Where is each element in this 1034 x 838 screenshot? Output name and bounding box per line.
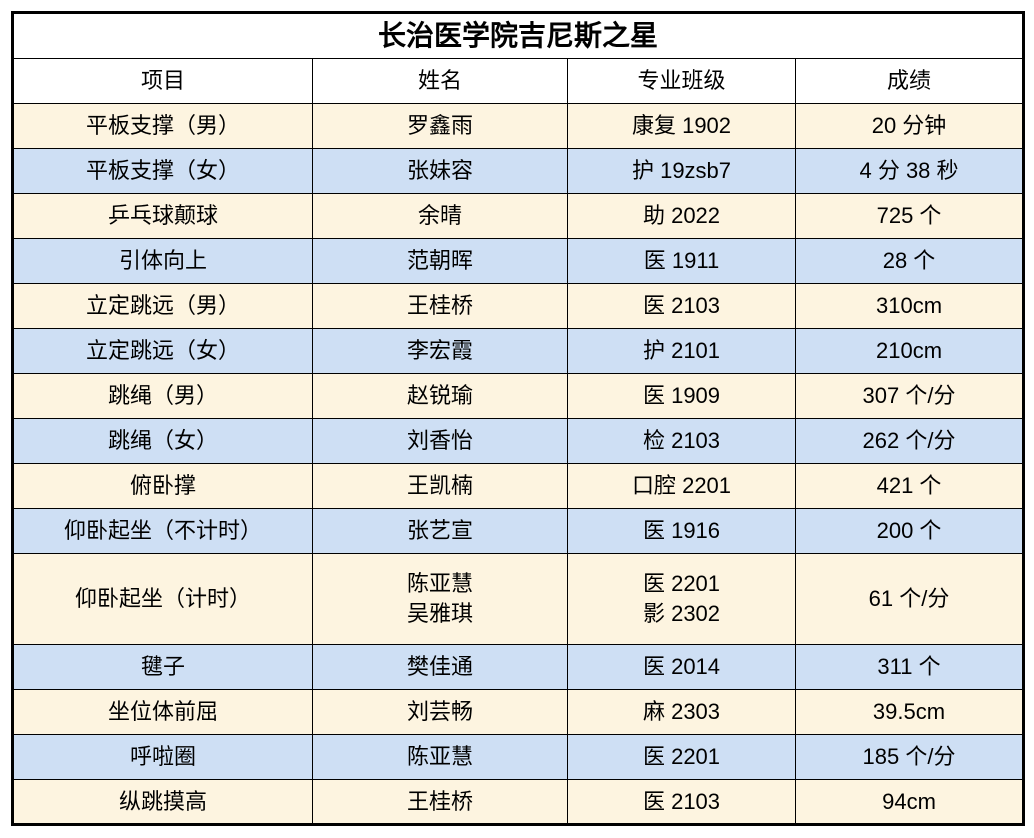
cell-score: 28 个 [794,238,1025,284]
cell-name: 王桂桥 [312,283,568,329]
cell-item: 立定跳远（女） [12,328,313,374]
cell-class: 医 1909 [567,373,796,419]
table-row: 仰卧起坐（不计时） 张艺宣 医 1916 200 个 [12,508,1025,554]
header-item: 项目 [12,58,313,104]
cell-class: 医 1916 [567,508,796,554]
cell-item: 坐位体前屈 [12,689,313,735]
table-row: 仰卧起坐（计时） 陈亚慧 吴雅琪 医 2201 影 2302 61 个/分 [12,553,1025,645]
cell-class: 检 2103 [567,418,796,464]
cell-item: 毽子 [12,644,313,690]
cell-name: 张艺宣 [312,508,568,554]
table-row: 平板支撑（男） 罗鑫雨 康复 1902 20 分钟 [12,103,1025,149]
guinness-star-table: 长治医学院吉尼斯之星 项目 姓名 专业班级 成绩 平板支撑（男） 罗鑫雨 康复 … [11,11,1026,826]
cell-name: 赵锐瑜 [312,373,568,419]
table-row: 立定跳远（女） 李宏霞 护 2101 210cm [12,328,1025,374]
cell-score: 4 分 38 秒 [794,148,1025,194]
cell-item: 平板支撑（男） [12,103,313,149]
cell-name: 余晴 [312,193,568,239]
cell-item: 乒乓球颠球 [12,193,313,239]
cell-score: 39.5cm [794,689,1025,735]
cell-class: 医 2014 [567,644,796,690]
cell-class: 医 1911 [567,238,796,284]
cell-class: 护 19zsb7 [567,148,796,194]
cell-item: 平板支撑（女） [12,148,313,194]
cell-score: 200 个 [794,508,1025,554]
cell-class: 康复 1902 [567,103,796,149]
cell-name: 樊佳通 [312,644,568,690]
cell-score: 421 个 [794,463,1025,509]
cell-item: 纵跳摸高 [12,779,313,825]
cell-name: 王桂桥 [312,779,568,825]
cell-score: 262 个/分 [794,418,1025,464]
cell-score: 210cm [794,328,1025,374]
cell-item: 仰卧起坐（不计时） [12,508,313,554]
table-row: 跳绳（男） 赵锐瑜 医 1909 307 个/分 [12,373,1025,419]
table-title-row: 长治医学院吉尼斯之星 [11,12,1025,59]
cell-class: 医 2103 [567,283,796,329]
cell-item: 立定跳远（男） [12,283,313,329]
cell-item: 跳绳（男） [12,373,313,419]
cell-class: 医 2201 影 2302 [567,553,796,645]
cell-score: 61 个/分 [794,553,1025,645]
cell-score: 307 个/分 [794,373,1025,419]
table-row: 纵跳摸高 王桂桥 医 2103 94cm [12,779,1025,825]
cell-score: 20 分钟 [794,103,1025,149]
cell-score: 725 个 [794,193,1025,239]
cell-item: 跳绳（女） [12,418,313,464]
cell-name: 李宏霞 [312,328,568,374]
cell-name: 王凯楠 [312,463,568,509]
cell-score: 185 个/分 [794,734,1025,780]
table-row: 俯卧撑 王凯楠 口腔 2201 421 个 [12,463,1025,509]
cell-item: 引体向上 [12,238,313,284]
cell-item: 俯卧撑 [12,463,313,509]
table-row: 平板支撑（女） 张妹容 护 19zsb7 4 分 38 秒 [12,148,1025,194]
cell-name: 刘香怡 [312,418,568,464]
header-name: 姓名 [312,58,568,104]
cell-score: 311 个 [794,644,1025,690]
cell-class: 医 2103 [567,779,796,825]
cell-name: 范朝晖 [312,238,568,284]
table-title: 长治医学院吉尼斯之星 [11,12,1025,59]
table-row: 坐位体前屈 刘芸畅 麻 2303 39.5cm [12,689,1025,735]
cell-name: 陈亚慧 吴雅琪 [312,553,568,645]
cell-name: 张妹容 [312,148,568,194]
cell-item: 仰卧起坐（计时） [12,553,313,645]
cell-class: 助 2022 [567,193,796,239]
table-row: 毽子 樊佳通 医 2014 311 个 [12,644,1025,690]
cell-class: 麻 2303 [567,689,796,735]
table-row: 乒乓球颠球 余晴 助 2022 725 个 [12,193,1025,239]
cell-name: 罗鑫雨 [312,103,568,149]
table-row: 引体向上 范朝晖 医 1911 28 个 [12,238,1025,284]
cell-class: 口腔 2201 [567,463,796,509]
header-score: 成绩 [794,58,1025,104]
table-header-row: 项目 姓名 专业班级 成绩 [12,58,1025,104]
cell-score: 310cm [794,283,1025,329]
cell-class: 医 2201 [567,734,796,780]
header-class: 专业班级 [567,58,796,104]
table-row: 立定跳远（男） 王桂桥 医 2103 310cm [12,283,1025,329]
cell-score: 94cm [794,779,1025,825]
cell-name: 刘芸畅 [312,689,568,735]
cell-class: 护 2101 [567,328,796,374]
table-row: 呼啦圈 陈亚慧 医 2201 185 个/分 [12,734,1025,780]
cell-item: 呼啦圈 [12,734,313,780]
table-row: 跳绳（女） 刘香怡 检 2103 262 个/分 [12,418,1025,464]
cell-name: 陈亚慧 [312,734,568,780]
